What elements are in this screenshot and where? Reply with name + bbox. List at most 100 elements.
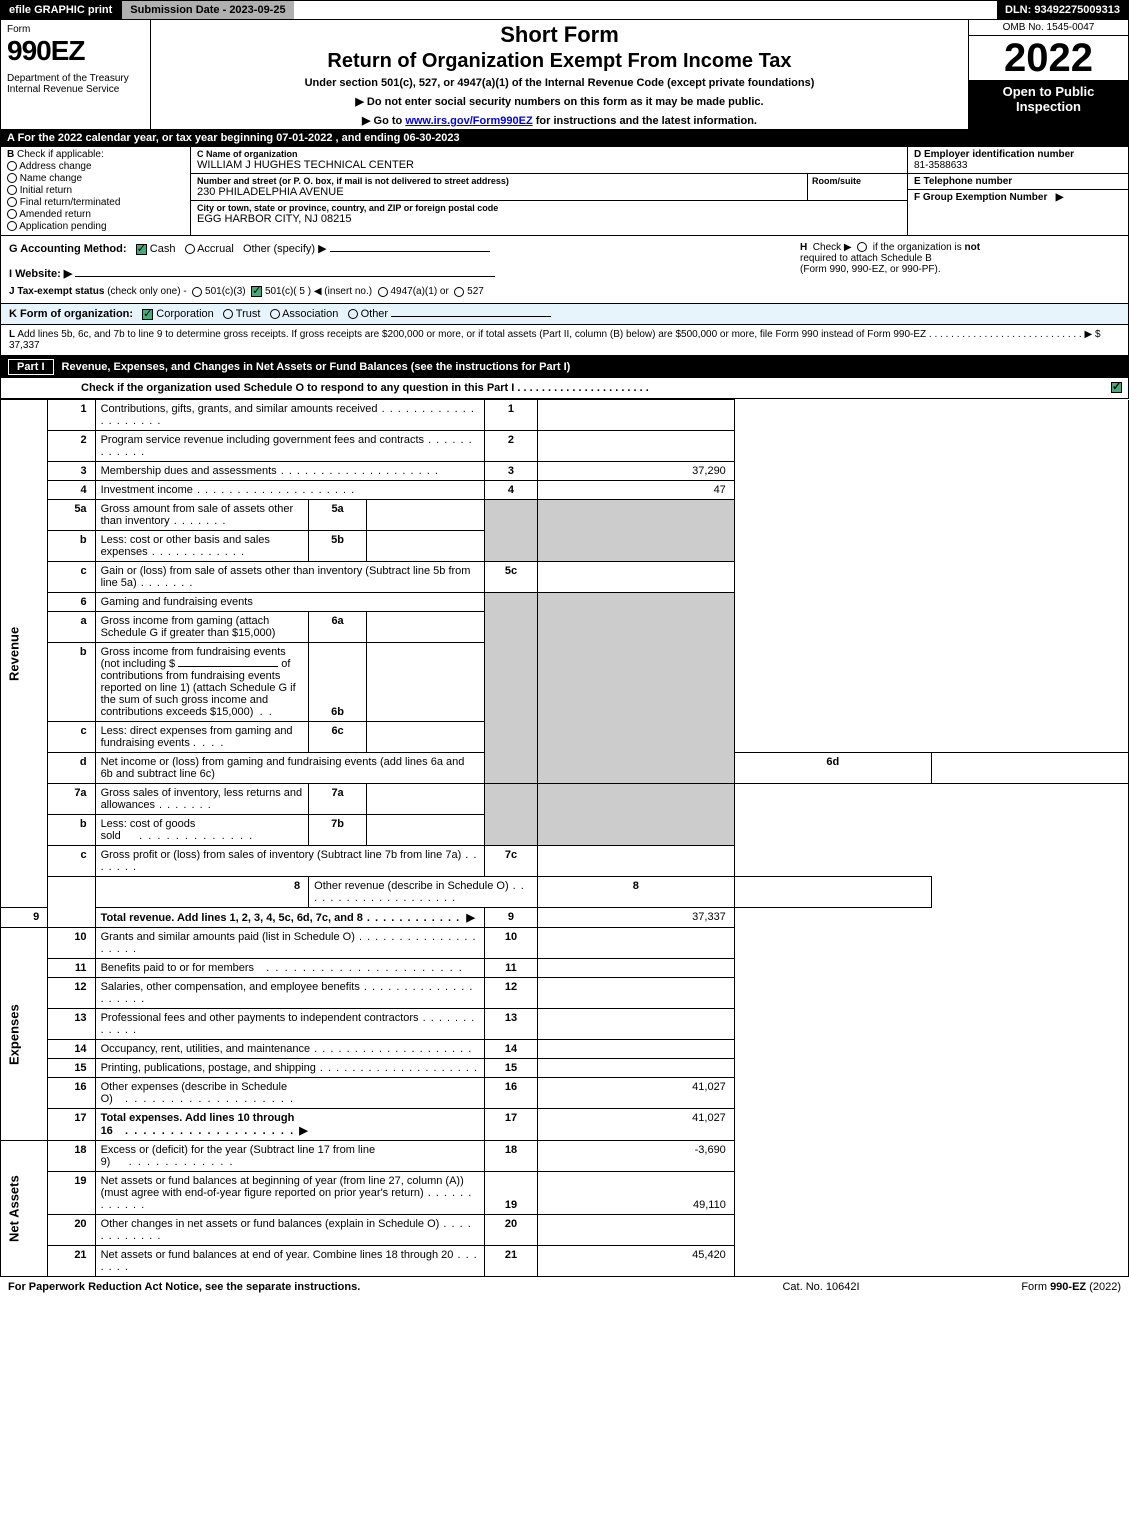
sidelabel-expenses: Expenses: [1, 928, 48, 1141]
line-8: 8 Other revenue (describe in Schedule O)…: [1, 877, 1129, 908]
sidelabel-revenue: Revenue: [1, 400, 48, 908]
subtitle: Under section 501(c), 527, or 4947(a)(1)…: [157, 77, 962, 89]
chk-initial-return[interactable]: Initial return: [7, 185, 184, 196]
d-label: D Employer identification number: [914, 149, 1122, 160]
tax-year: 2022: [969, 36, 1128, 80]
line-20: 20 Other changes in net assets or fund b…: [1, 1215, 1129, 1246]
row-g: G Accounting Method: Cash Accrual Other …: [9, 242, 780, 255]
chk-application-pending[interactable]: Application pending: [7, 221, 184, 232]
h-text1: Check ▶: [813, 242, 852, 253]
b-label: B: [7, 149, 14, 160]
irs-link[interactable]: www.irs.gov/Form990EZ: [405, 115, 532, 127]
line-13: 13 Professional fees and other payments …: [1, 1009, 1129, 1040]
j-527[interactable]: [454, 287, 464, 297]
col-def: D Employer identification number 81-3588…: [908, 147, 1128, 235]
line-11: 11 Benefits paid to or for members . . .…: [1, 959, 1129, 978]
k-trust[interactable]: [223, 309, 233, 319]
line-12: 12 Salaries, other compensation, and emp…: [1, 978, 1129, 1009]
form-header: Form 990EZ Department of the Treasury In…: [0, 20, 1129, 130]
line-21: 21 Net assets or fund balances at end of…: [1, 1246, 1129, 1277]
c-addr-block: Number and street (or P. O. box, if mail…: [191, 174, 907, 201]
i-line: [75, 276, 495, 277]
line-4: 4 Investment income 4 47: [1, 481, 1129, 500]
line-15: 15 Printing, publications, postage, and …: [1, 1059, 1129, 1078]
line-14: 14 Occupancy, rent, utilities, and maint…: [1, 1040, 1129, 1059]
row-j: J Tax-exempt status (check only one) - 5…: [9, 286, 780, 297]
part1-header: Part I Revenue, Expenses, and Changes in…: [0, 356, 1129, 378]
section-bcdef: B Check if applicable: Address change Na…: [0, 147, 1129, 236]
d-block: D Employer identification number 81-3588…: [908, 147, 1128, 174]
k-other-line: [391, 316, 551, 317]
row-h: H Check ▶ if the organization is not req…: [800, 242, 1120, 297]
e-block: E Telephone number: [908, 174, 1128, 190]
part1-check[interactable]: [1111, 382, 1122, 393]
submission-date: Submission Date - 2023-09-25: [120, 1, 293, 19]
note-link: ▶ Go to www.irs.gov/Form990EZ for instru…: [157, 114, 962, 127]
title-short-form: Short Form: [157, 22, 962, 48]
ghij-left: G Accounting Method: Cash Accrual Other …: [9, 242, 780, 297]
footer: For Paperwork Reduction Act Notice, see …: [0, 1277, 1129, 1297]
line-3: 3 Membership dues and assessments 3 37,2…: [1, 462, 1129, 481]
part1-no: Part I: [8, 359, 54, 375]
j-4947[interactable]: [378, 287, 388, 297]
j-501c[interactable]: [251, 286, 262, 297]
k-other[interactable]: [348, 309, 358, 319]
header-left: Form 990EZ Department of the Treasury In…: [1, 20, 151, 129]
chk-address-change[interactable]: Address change: [7, 161, 184, 172]
form-code: 990EZ: [7, 35, 144, 67]
h-label: H: [800, 242, 807, 253]
k-assoc[interactable]: [270, 309, 280, 319]
line-16: 16 Other expenses (describe in Schedule …: [1, 1078, 1129, 1109]
line-9: 9 Total revenue. Add lines 1, 2, 3, 4, 5…: [1, 908, 1129, 928]
part1-subtitle: Check if the organization used Schedule …: [81, 382, 514, 394]
l-label: L: [9, 329, 15, 340]
line-17: 17 Total expenses. Add lines 10 through …: [1, 1109, 1129, 1141]
c-name-value: WILLIAM J HUGHES TECHNICAL CENTER: [197, 159, 901, 171]
k-corp[interactable]: [142, 309, 153, 320]
line-19: 19 Net assets or fund balances at beginn…: [1, 1172, 1129, 1215]
row-k: K Form of organization: Corporation Trus…: [0, 304, 1129, 325]
top-bar: efile GRAPHIC print Submission Date - 20…: [0, 0, 1129, 20]
l-val: 37,337: [9, 340, 40, 351]
note-ssn: ▶ Do not enter social security numbers o…: [157, 95, 962, 108]
form-word: Form: [7, 24, 144, 35]
row-i: I Website: ▶: [9, 267, 780, 280]
spacer: [294, 1, 997, 19]
h-text5: (Form 990, 990-EZ, or 990-PF).: [800, 264, 941, 275]
footer-left: For Paperwork Reduction Act Notice, see …: [8, 1281, 721, 1293]
line-7c: c Gross profit or (loss) from sales of i…: [1, 846, 1129, 877]
c-addr-value: 230 PHILADELPHIA AVENUE: [197, 186, 807, 198]
f-label: F Group Exemption Number: [914, 192, 1047, 203]
h-check[interactable]: [857, 242, 867, 252]
g-cash-check[interactable]: [136, 244, 147, 255]
chk-final-return[interactable]: Final return/terminated: [7, 197, 184, 208]
chk-amended-return[interactable]: Amended return: [7, 209, 184, 220]
note2-post: for instructions and the latest informat…: [533, 115, 757, 127]
header-center: Short Form Return of Organization Exempt…: [151, 20, 968, 129]
h-text3: not: [964, 242, 980, 253]
line-2: 2 Program service revenue including gove…: [1, 431, 1129, 462]
line-6: 6 Gaming and fundraising events: [1, 593, 1129, 612]
col-cde: C Name of organization WILLIAM J HUGHES …: [191, 147, 1128, 235]
line-5c: c Gain or (loss) from sale of assets oth…: [1, 562, 1129, 593]
main-table: Revenue 1 Contributions, gifts, grants, …: [0, 399, 1129, 1277]
l-dots: . . . . . . . . . . . . . . . . . . . . …: [929, 329, 1082, 340]
line-18: Net Assets 18 Excess or (deficit) for th…: [1, 1141, 1129, 1172]
c-name-block: C Name of organization WILLIAM J HUGHES …: [191, 147, 907, 174]
note2-pre: ▶ Go to: [362, 115, 405, 127]
b-text: Check if applicable:: [17, 149, 104, 160]
col-c: C Name of organization WILLIAM J HUGHES …: [191, 147, 908, 235]
chk-name-change[interactable]: Name change: [7, 173, 184, 184]
f-block: F Group Exemption Number ▶: [908, 190, 1128, 205]
j-501c3[interactable]: [192, 287, 202, 297]
l-text: Add lines 5b, 6c, and 7b to line 9 to de…: [17, 329, 926, 340]
line-5a: 5a Gross amount from sale of assets othe…: [1, 500, 1129, 531]
g-accrual-check[interactable]: [185, 244, 195, 254]
h-text2: if the organization is: [873, 242, 962, 253]
part1-desc: Check if the organization used Schedule …: [0, 378, 1129, 399]
i-label: I Website: ▶: [9, 268, 72, 280]
d-value: 81-3588633: [914, 160, 1122, 171]
f-arrow: ▶: [1056, 192, 1064, 203]
j-note: (check only one) -: [107, 286, 186, 297]
line-10: Expenses 10 Grants and similar amounts p…: [1, 928, 1129, 959]
